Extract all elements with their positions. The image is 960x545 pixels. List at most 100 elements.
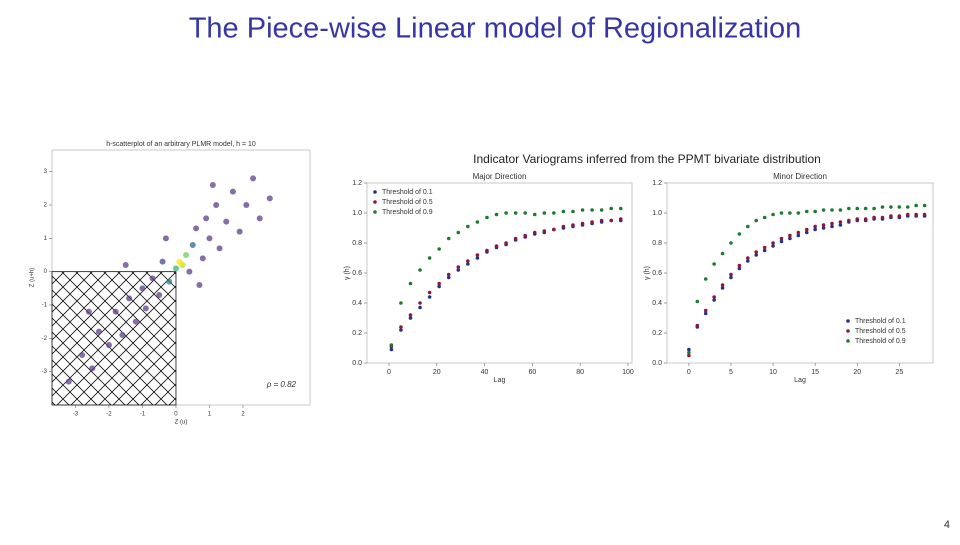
data-point — [788, 236, 792, 241]
data-point — [159, 258, 166, 265]
data-point — [821, 226, 826, 230]
data-point — [703, 308, 708, 313]
y-tick-label: 3 — [44, 169, 48, 175]
data-point — [687, 350, 691, 355]
legend-label: Threshold of 0.5 — [855, 328, 906, 335]
data-point — [223, 218, 230, 225]
data-point — [754, 250, 759, 254]
x-tick-label: -2 — [106, 412, 112, 418]
data-point — [618, 217, 623, 221]
data-point — [687, 353, 691, 358]
data-point — [838, 223, 843, 227]
x-tick-label: 25 — [895, 369, 903, 376]
data-point — [552, 227, 556, 232]
data-point — [796, 211, 801, 215]
x-tick-label: 15 — [811, 369, 819, 376]
data-point — [427, 256, 432, 260]
data-point — [494, 212, 499, 217]
data-point — [771, 244, 775, 248]
plot-frame — [666, 182, 934, 364]
data-point — [446, 236, 451, 241]
data-point — [236, 228, 243, 235]
data-point — [437, 247, 441, 251]
data-point — [796, 230, 801, 235]
x-tick-label: 0 — [387, 369, 391, 376]
y-tick-label: 0.0 — [352, 360, 362, 367]
x-tick-label: 0 — [174, 412, 178, 418]
x-tick-label: 60 — [528, 369, 536, 376]
x-tick-label: 10 — [769, 369, 777, 376]
data-point — [89, 365, 96, 372]
y-tick-label: 0.2 — [352, 330, 362, 337]
data-point — [729, 275, 733, 280]
data-point — [830, 208, 834, 212]
legend-marker — [373, 190, 377, 194]
data-point — [399, 301, 403, 305]
data-point — [762, 248, 767, 253]
data-point — [456, 268, 461, 272]
data-point — [542, 229, 547, 233]
data-point — [166, 278, 173, 285]
data-point — [95, 328, 102, 335]
data-point — [85, 308, 92, 315]
data-point — [855, 217, 860, 221]
data-point — [914, 203, 918, 208]
data-point — [119, 332, 126, 338]
legend-label: Threshold of 0.1 — [382, 189, 433, 196]
figure-title: Indicator Variograms inferred from the P… — [473, 152, 821, 166]
data-point — [149, 275, 156, 282]
y-tick-label: 1.0 — [652, 210, 662, 217]
data-point — [746, 259, 750, 263]
data-point — [504, 241, 508, 245]
data-point — [542, 211, 547, 215]
data-point — [813, 227, 817, 232]
data-point — [720, 286, 725, 290]
data-point — [475, 256, 480, 260]
data-point — [485, 248, 489, 253]
data-point — [437, 281, 441, 286]
data-point — [132, 318, 139, 325]
data-point — [266, 195, 273, 202]
data-point — [427, 295, 432, 299]
data-point — [599, 218, 604, 223]
y-tick-label: -3 — [42, 369, 48, 375]
data-point — [571, 209, 575, 214]
data-point — [762, 245, 767, 250]
y-tick-label: 1.0 — [352, 210, 362, 217]
data-point — [712, 295, 716, 299]
data-point — [418, 305, 422, 310]
data-point — [712, 262, 716, 266]
slide-title: The Piece-wise Linear model of Regionali… — [189, 13, 802, 45]
legend-label: Threshold of 0.5 — [382, 199, 433, 206]
annotation: ρ = 0.82 — [266, 380, 297, 389]
data-point — [847, 218, 851, 223]
legend-marker — [373, 210, 377, 214]
data-point — [193, 225, 200, 232]
data-point — [178, 260, 184, 267]
data-point — [599, 208, 604, 212]
data-point — [437, 284, 441, 289]
data-point — [213, 202, 220, 208]
data-point — [804, 230, 809, 235]
y-tick-label: -1 — [42, 303, 48, 309]
data-point — [813, 224, 817, 229]
data-point — [206, 235, 213, 242]
data-point — [830, 221, 834, 226]
data-point — [703, 311, 708, 316]
data-point — [427, 290, 432, 295]
page-number: 4 — [944, 519, 950, 531]
data-point — [172, 265, 179, 272]
y-tick-label: 0.8 — [652, 240, 662, 247]
y-tick-label: 0.4 — [352, 300, 362, 307]
x-tick-label: 1 — [208, 412, 212, 418]
data-point — [162, 235, 169, 242]
x-axis-label: Lag — [494, 377, 506, 384]
data-point — [720, 283, 725, 287]
data-point — [880, 215, 885, 220]
data-point — [618, 206, 623, 211]
y-tick-label: 0 — [44, 269, 48, 275]
data-point — [203, 215, 210, 222]
data-point — [838, 220, 843, 224]
data-point — [250, 175, 257, 182]
